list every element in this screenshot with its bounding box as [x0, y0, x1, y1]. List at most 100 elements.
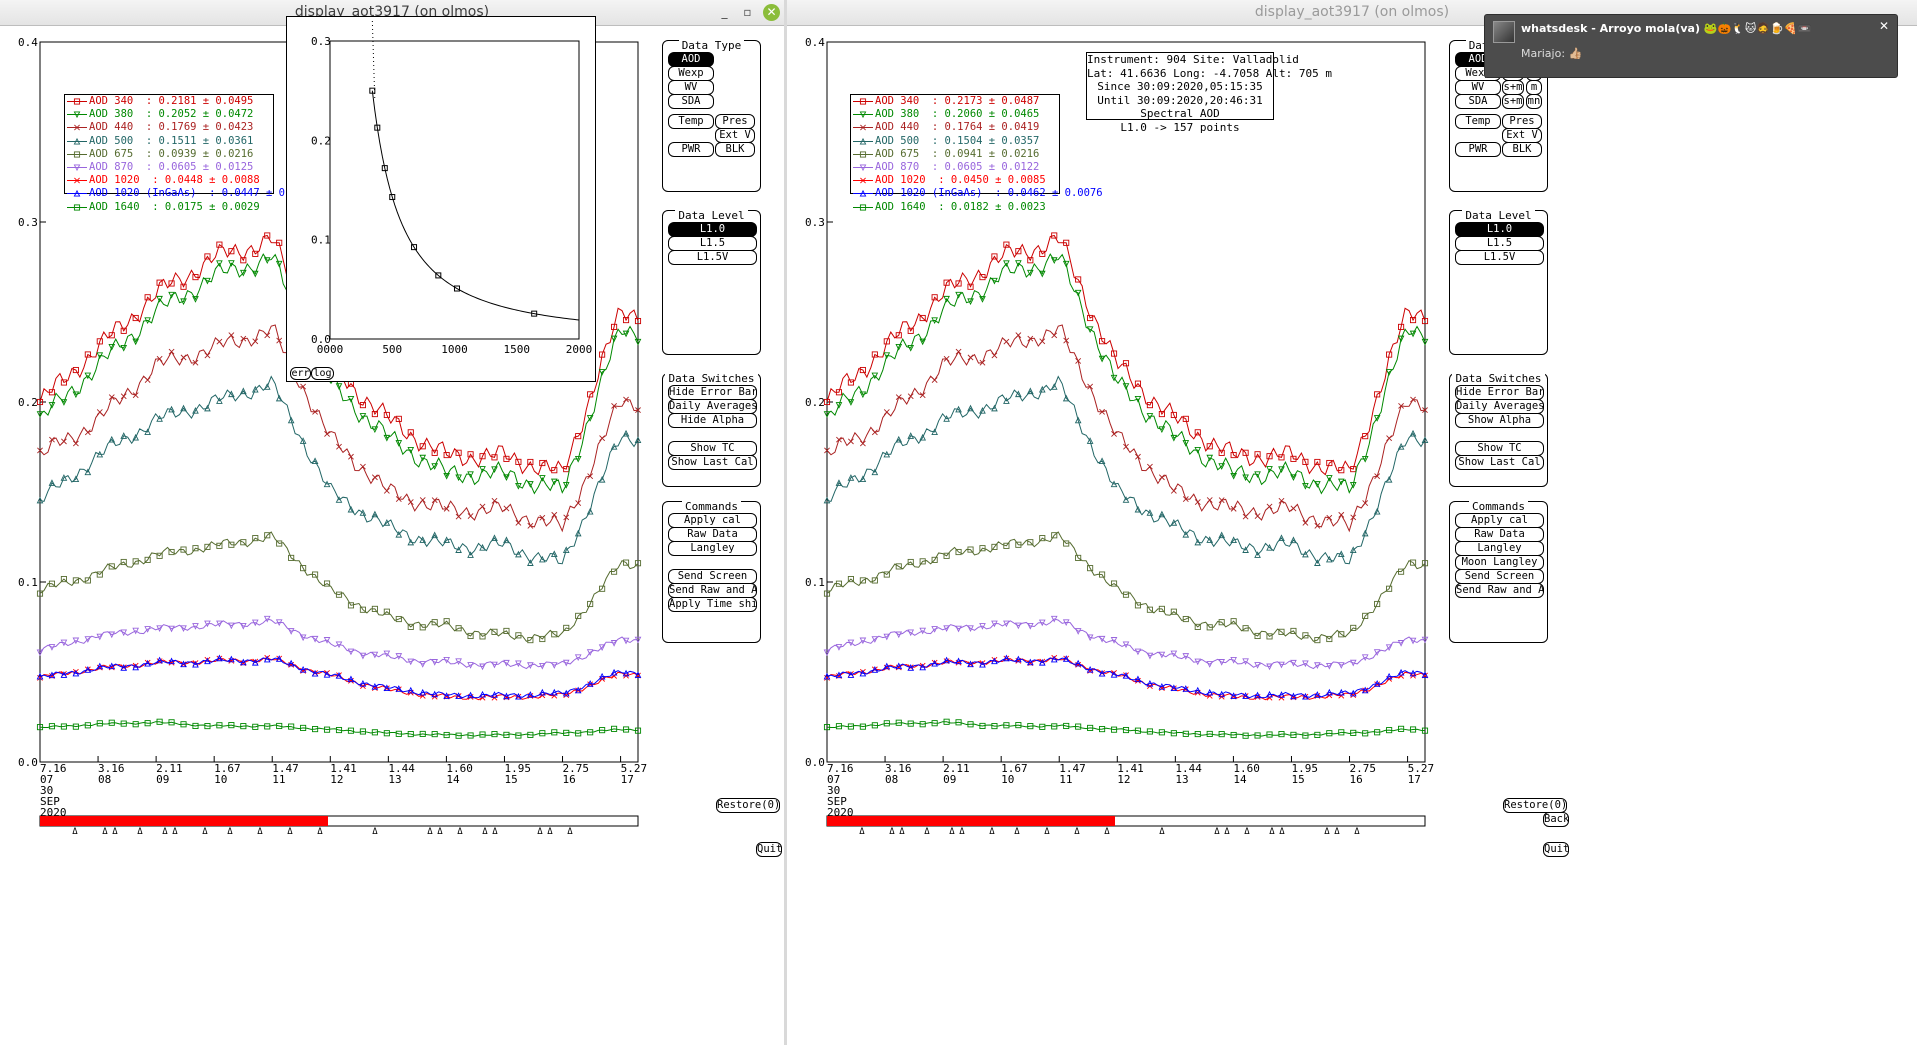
blk-button[interactable]: BLK: [1502, 142, 1542, 157]
data-point: [515, 550, 522, 558]
whatsdesk-notification[interactable]: whatsdesk - Arroyo mola(va) 🐸🎃🐧🐱🧔🍺🍕📼 Mar…: [1484, 14, 1898, 78]
data-point: [252, 338, 259, 345]
back-button[interactable]: Back: [1543, 812, 1569, 827]
quit-button[interactable]: Quit: [756, 842, 782, 857]
data-point: [1086, 665, 1094, 673]
data-point: [871, 372, 879, 380]
cmd-langley-button[interactable]: Langley: [1455, 541, 1544, 556]
info-line: Since 30:09:2020,05:15:35: [1097, 80, 1263, 93]
level-l1-5-button[interactable]: L1.5: [668, 236, 757, 251]
legend-entry: AOD 380 : 0.2060 ± 0.0465: [851, 108, 1059, 121]
sm-toggle-button[interactable]: s+m: [1502, 80, 1524, 95]
cmd-send-raw-and-aod-button[interactable]: Send Raw and AOD: [668, 583, 757, 598]
switch-daily-averages-button[interactable]: Daily Averages: [668, 399, 757, 414]
switch-hide-error-bars-button[interactable]: Hide Error Bars: [1455, 385, 1544, 400]
minimize-icon[interactable]: _: [721, 5, 728, 19]
restore-button[interactable]: Restore(0): [716, 798, 780, 813]
level-l1-5v-button[interactable]: L1.5V: [668, 250, 757, 265]
switch-show-last-cal-button[interactable]: Show Last Cal: [1455, 455, 1544, 470]
data-point: [550, 688, 558, 696]
notification-close-icon[interactable]: ✕: [1878, 19, 1889, 33]
legend-marker-icon: [853, 164, 873, 172]
data-point: [907, 344, 915, 352]
data-point: [455, 658, 462, 666]
cmd-send-screen-button[interactable]: Send Screen: [1455, 569, 1544, 584]
cmd-langley-button[interactable]: Langley: [668, 541, 757, 556]
pwr-button[interactable]: PWR: [668, 142, 714, 157]
data-type-wv-button[interactable]: WV: [1455, 80, 1501, 95]
switch-show-last-cal-button[interactable]: Show Last Cal: [668, 455, 757, 470]
cmd-raw-data-button[interactable]: Raw Data: [1455, 527, 1544, 542]
data-point: [622, 317, 630, 324]
data-point: [587, 473, 594, 480]
data-point: [108, 332, 115, 339]
blk-button[interactable]: BLK: [715, 142, 755, 157]
data-point: [48, 389, 56, 396]
data-type-wv-button[interactable]: WV: [668, 80, 714, 95]
pres-button[interactable]: Pres: [1502, 114, 1542, 129]
switch-hide-error-bars-button[interactable]: Hide Error Bars: [668, 385, 757, 400]
left-legend: AOD 340 : 0.2181 ± 0.0495 AOD 380 : 0.205…: [64, 94, 317, 213]
y-tick-label: 0.4: [805, 36, 825, 49]
switch-daily-averages-button[interactable]: Daily Averages: [1455, 399, 1544, 414]
cmd-apply-time-shift-button[interactable]: Apply Time shift: [668, 597, 757, 612]
data-point: [883, 662, 891, 670]
ext-v-button[interactable]: Ext V: [1502, 128, 1542, 143]
data-point: [1206, 688, 1214, 696]
level-l1-5-button[interactable]: L1.5: [1455, 236, 1544, 251]
data-point: [610, 442, 618, 450]
cmd-apply-cal-button[interactable]: Apply cal: [1455, 513, 1544, 528]
data-point: [1110, 637, 1118, 644]
data-type-wexp-button[interactable]: Wexp: [668, 66, 714, 81]
popup-x-label: 500: [382, 343, 402, 356]
data-point: [204, 277, 211, 285]
switch-hide-alpha-button[interactable]: Hide Alpha: [668, 413, 757, 428]
mn-toggle-button[interactable]: mn: [1526, 94, 1542, 109]
data-point: [180, 546, 187, 553]
cmd-apply-cal-button[interactable]: Apply cal: [668, 513, 757, 528]
restore-button-right[interactable]: Restore(0): [1503, 798, 1567, 813]
data-type-aod-button[interactable]: AOD: [668, 52, 714, 67]
data-point: [1230, 472, 1237, 480]
sm-toggle-button[interactable]: s+m: [1502, 94, 1524, 109]
data-point: [168, 719, 175, 726]
data-point: [871, 351, 878, 358]
legend-entry: AOD 340 : 0.2173 ± 0.0487: [851, 95, 1059, 108]
maximize-icon[interactable]: ▫: [743, 5, 752, 19]
data-point: [919, 338, 927, 346]
switch-show-alpha-button[interactable]: Show Alpha: [1455, 413, 1544, 428]
level-l1-5v-button[interactable]: L1.5V: [1455, 250, 1544, 265]
temp-button[interactable]: Temp: [668, 114, 714, 129]
legend-label: AOD 870 : 0.0605 ± 0.0122: [875, 160, 1040, 173]
level-l1-0-button[interactable]: L1.0: [668, 222, 757, 237]
series-line: [826, 375, 1426, 565]
series-aod-380: [823, 253, 1429, 495]
cmd-moon-langley-button[interactable]: Moon Langley: [1455, 555, 1544, 570]
legend-marker-icon: [853, 151, 873, 158]
data-point: [347, 396, 355, 403]
data-type-sda-button[interactable]: SDA: [1455, 94, 1501, 109]
pres-button[interactable]: Pres: [715, 114, 755, 129]
switch-show-tc-button[interactable]: Show TC: [1455, 441, 1544, 456]
level-l1-0-button[interactable]: L1.0: [1455, 222, 1544, 237]
cmd-send-raw-and-aod-button[interactable]: Send Raw and AOD: [1455, 583, 1544, 598]
ext-v-button[interactable]: Ext V: [715, 128, 755, 143]
mn-toggle-button[interactable]: m: [1526, 80, 1542, 95]
pwr-button[interactable]: PWR: [1455, 142, 1501, 157]
data-point: [1290, 536, 1297, 544]
data-point: [1050, 383, 1058, 390]
log-button[interactable]: log: [311, 367, 334, 380]
quit-button-right[interactable]: Quit: [1543, 842, 1569, 857]
cmd-raw-data-button[interactable]: Raw Data: [668, 527, 757, 542]
data-point: [1314, 662, 1321, 669]
err-button[interactable]: err: [290, 367, 311, 380]
data-point: [1051, 723, 1058, 730]
data-type-sda-button[interactable]: SDA: [668, 94, 714, 109]
temp-button[interactable]: Temp: [1455, 114, 1501, 129]
data-point: [1374, 473, 1381, 480]
cmd-send-screen-button[interactable]: Send Screen: [668, 569, 757, 584]
close-icon[interactable]: ✕: [763, 4, 780, 21]
info-line: Instrument: 904 Site: Valladolid: [1087, 53, 1299, 66]
commands-panel-title: Commands: [1469, 500, 1528, 513]
switch-show-tc-button[interactable]: Show TC: [668, 441, 757, 456]
